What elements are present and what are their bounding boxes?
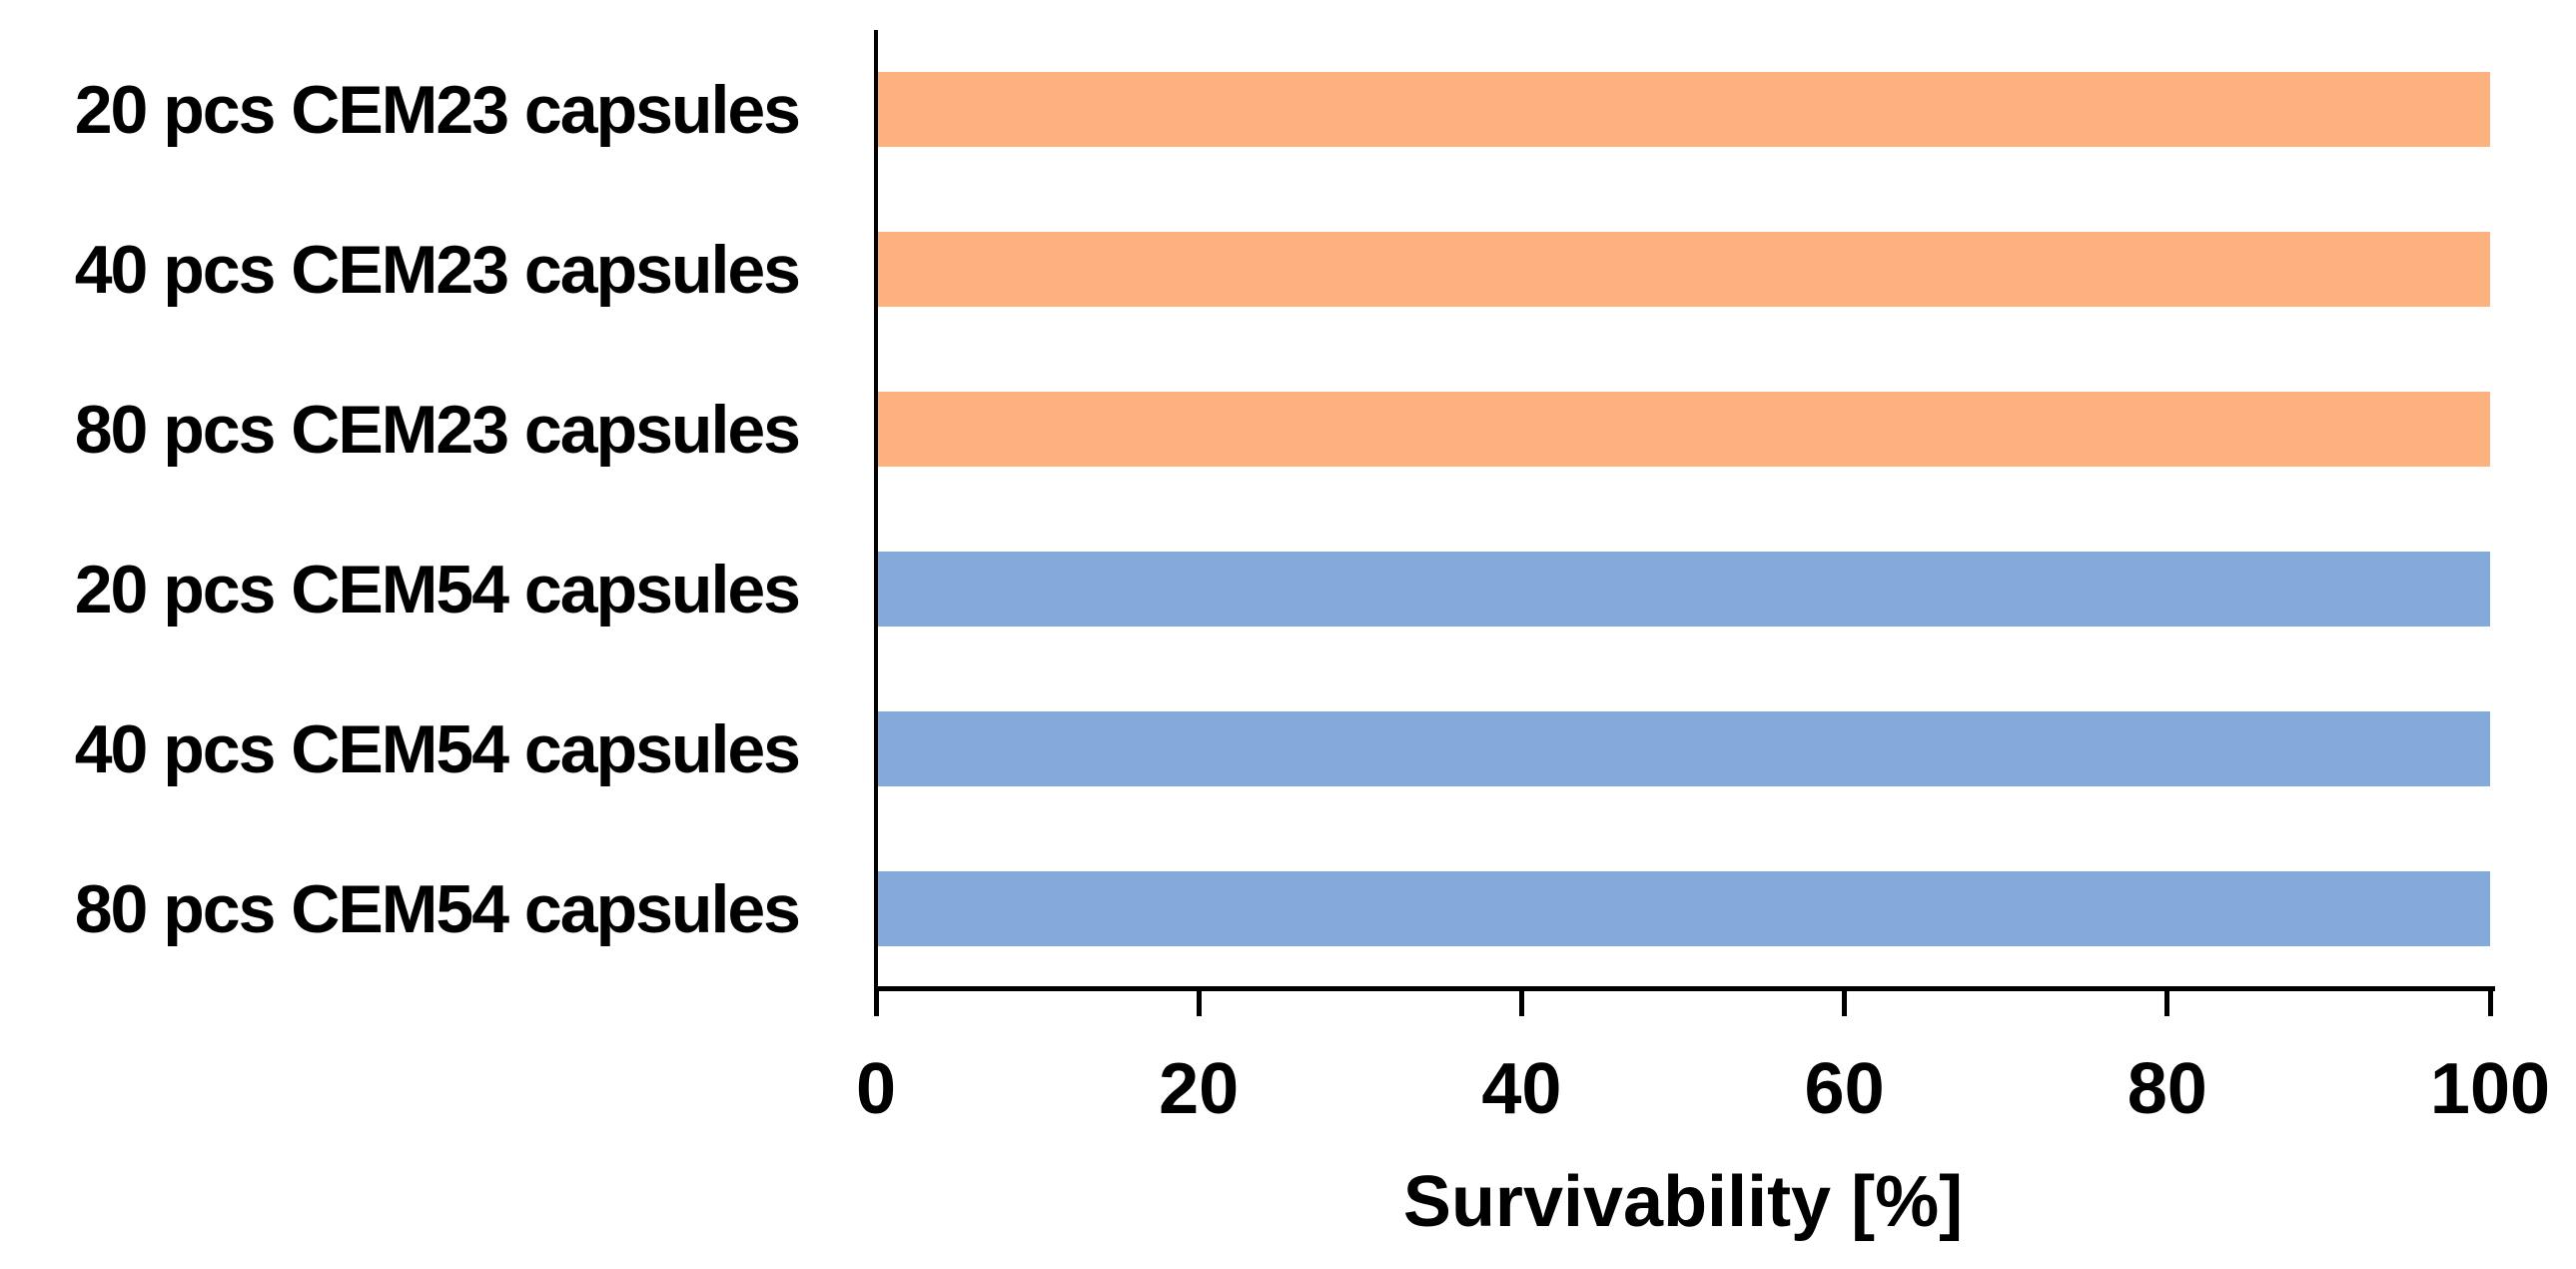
bar [878, 552, 2490, 628]
x-axis-line [874, 986, 2495, 991]
y-axis-line [874, 30, 878, 1016]
category-label: 20 pcs CEM23 capsules [74, 71, 801, 148]
x-axis-tick [2487, 988, 2493, 1016]
x-axis-tick [1842, 988, 1848, 1016]
x-tick-label: 40 [1481, 1049, 1562, 1129]
x-tick-label: 60 [1804, 1049, 1885, 1129]
x-tick-label: 80 [2127, 1049, 2207, 1129]
category-label: 80 pcs CEM23 capsules [74, 391, 801, 468]
category-label: 80 pcs CEM54 capsules [74, 870, 801, 947]
category-label: 40 pcs CEM54 capsules [74, 710, 801, 787]
bar [878, 392, 2490, 468]
bar [878, 711, 2490, 787]
bar [878, 232, 2490, 308]
x-tick-label: 20 [1159, 1049, 1240, 1129]
x-tick-label: 100 [2429, 1049, 2551, 1129]
bar [878, 871, 2490, 947]
x-axis-tick [1196, 988, 1202, 1016]
x-axis-title: Survivability [%] [1402, 1162, 1964, 1242]
bar [878, 72, 2490, 148]
x-axis-tick [873, 988, 879, 1016]
category-label: 40 pcs CEM23 capsules [74, 231, 801, 308]
category-label: 20 pcs CEM54 capsules [74, 551, 801, 628]
x-axis-tick [1518, 988, 1524, 1016]
x-axis-tick [2164, 988, 2170, 1016]
x-tick-label: 0 [855, 1049, 897, 1129]
